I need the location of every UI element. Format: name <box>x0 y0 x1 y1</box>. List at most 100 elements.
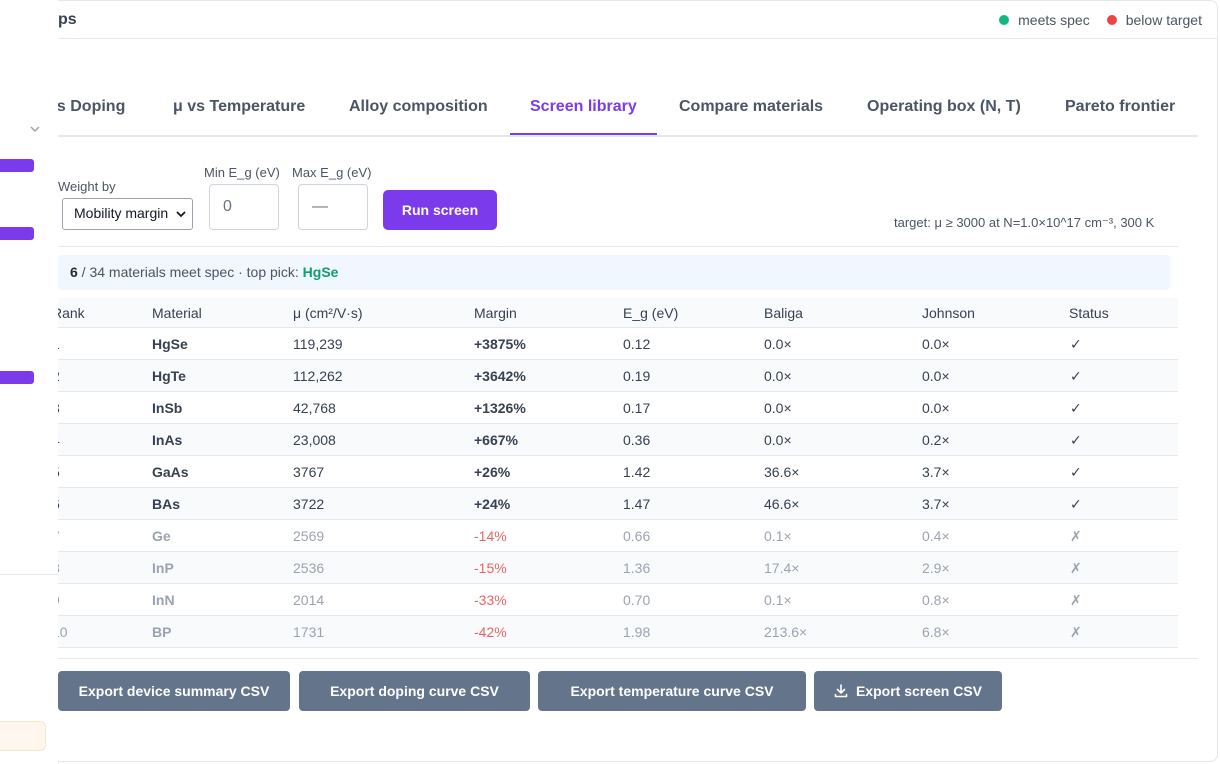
cell-material: InN <box>152 592 175 608</box>
col-baliga[interactable]: Baliga <box>764 305 803 321</box>
weight-by-label: Weight by <box>58 179 116 194</box>
app-header: ps meets spec below target <box>58 1 1217 39</box>
max-eg-label: Max E_g (eV) <box>292 165 372 180</box>
cell-baliga: 46.6× <box>764 496 800 512</box>
status-legend: meets spec below target <box>999 12 1202 28</box>
cell-johnson: 2.9× <box>922 560 950 576</box>
cell-rank: 5 <box>58 464 60 480</box>
cell-bandgap: 1.36 <box>623 560 651 576</box>
max-eg-input[interactable]: — <box>298 184 368 230</box>
col-bandgap[interactable]: E_g (eV) <box>623 305 679 321</box>
cell-johnson: 0.8× <box>922 592 950 608</box>
sidebar-slider-fill[interactable] <box>0 227 34 240</box>
cell-margin: -33% <box>474 592 507 608</box>
results-table-body: 1 HgSe 119,239 +3875% 0.12 0.0× 0.0× ✓ 2 HgTe 112,… <box>58 328 1178 648</box>
cell-margin: +3642% <box>474 368 526 384</box>
export-label: Export temperature curve CSV <box>570 683 774 699</box>
export-doping-curve-button[interactable]: Export doping curve CSV <box>299 671 530 711</box>
run-screen-button[interactable]: Run screen <box>383 190 497 230</box>
cell-margin: -14% <box>474 528 507 544</box>
cell-status: ✗ <box>1070 560 1082 576</box>
main-panel: ps meets spec below target vs Doping μ v… <box>58 0 1218 762</box>
cell-material: InSb <box>152 400 183 416</box>
table-row[interactable]: 9 InN 2014 -33% 0.70 0.1× 0.8× ✗ <box>58 584 1178 616</box>
tab-compare-materials[interactable]: Compare materials <box>679 98 824 115</box>
tab-mu-vs-temperature[interactable]: μ vs Temperature <box>173 98 306 115</box>
tab-operating-box[interactable]: Operating box (N, T) <box>867 98 1021 115</box>
summary-text: / 34 materials meet spec · top pick: <box>77 264 303 280</box>
cell-status: ✗ <box>1070 592 1082 608</box>
tab-screen-library[interactable]: Screen library <box>510 87 657 135</box>
col-rank[interactable]: Rank <box>58 305 85 321</box>
cell-margin: +24% <box>474 496 511 512</box>
tab-alloy-composition[interactable]: Alloy composition <box>349 98 488 115</box>
cell-bandgap: 0.19 <box>623 368 651 384</box>
min-eg-label: Min E_g (eV) <box>204 165 280 180</box>
sidebar-slider-fill[interactable] <box>0 371 34 384</box>
export-screen-button[interactable]: Export screen CSV <box>814 671 1002 711</box>
col-johnson[interactable]: Johnson <box>922 305 975 321</box>
cell-johnson: 0.0× <box>922 368 950 384</box>
export-label: Export device summary CSV <box>78 683 270 699</box>
cell-baliga: 36.6× <box>764 464 800 480</box>
cell-baliga: 0.0× <box>764 336 792 352</box>
table-row[interactable]: 1 HgSe 119,239 +3875% 0.12 0.0× 0.0× ✓ <box>58 328 1178 360</box>
table-row[interactable]: 10 BP 1731 -42% 1.98 213.6× 6.8× ✗ <box>58 616 1178 648</box>
download-icon <box>834 684 848 698</box>
weight-by-value: Mobility margin <box>74 205 169 221</box>
cell-mobility: 3767 <box>293 464 325 480</box>
export-device-summary-button[interactable]: Export device summary CSV <box>58 671 290 711</box>
col-mobility[interactable]: μ (cm²/V·s) <box>293 305 363 321</box>
green-dot-icon <box>999 15 1010 25</box>
table-row[interactable]: 6 BAs 3722 +24% 1.47 46.6× 3.7× ✓ <box>58 488 1178 520</box>
cell-johnson: 3.7× <box>922 464 950 480</box>
cell-margin: -15% <box>474 560 507 576</box>
export-label: Export screen CSV <box>855 683 983 699</box>
chevron-down-icon[interactable] <box>28 122 42 136</box>
col-margin[interactable]: Margin <box>474 305 517 321</box>
cell-margin: +26% <box>474 464 511 480</box>
sidebar-slider-fill[interactable] <box>0 159 34 172</box>
weight-by-select[interactable]: Mobility margin <box>62 198 193 230</box>
cell-mobility: 119,239 <box>293 336 343 352</box>
red-dot-icon <box>1106 15 1117 25</box>
tab-vs-doping[interactable]: vs Doping <box>58 98 126 115</box>
results-table-header: Rank Material μ (cm²/V·s) Margin E_g (eV… <box>58 298 1178 328</box>
cell-margin: -42% <box>474 624 507 640</box>
cell-rank: 3 <box>58 400 60 416</box>
export-temperature-curve-button[interactable]: Export temperature curve CSV <box>538 671 806 711</box>
cell-rank: 9 <box>58 592 60 608</box>
cell-material: GaAs <box>152 464 189 480</box>
table-row[interactable]: 4 InAs 23,008 +667% 0.36 0.0× 0.2× ✓ <box>58 424 1178 456</box>
sidebar-divider <box>0 574 58 575</box>
cell-status: ✓ <box>1070 464 1082 480</box>
table-row[interactable]: 5 GaAs 3767 +26% 1.42 36.6× 3.7× ✓ <box>58 456 1178 488</box>
cell-mobility: 42,768 <box>293 400 336 416</box>
cell-material: Ge <box>152 528 171 544</box>
cell-material: InAs <box>152 432 183 448</box>
legend-meets-spec: meets spec <box>999 12 1090 28</box>
min-eg-input[interactable]: 0 <box>209 184 279 230</box>
col-status[interactable]: Status <box>1069 305 1109 321</box>
cell-bandgap: 1.98 <box>623 624 651 640</box>
divider <box>58 246 1178 247</box>
legend-label: below target <box>1125 12 1202 28</box>
chevron-down-icon <box>176 211 186 218</box>
table-row[interactable]: 7 Ge 2569 -14% 0.66 0.1× 0.4× ✗ <box>58 520 1178 552</box>
cell-johnson: 0.0× <box>922 400 950 416</box>
table-row[interactable]: 3 InSb 42,768 +1326% 0.17 0.0× 0.0× ✓ <box>58 392 1178 424</box>
cell-baliga: 0.1× <box>764 592 792 608</box>
cell-rank: 4 <box>58 432 60 448</box>
cell-baliga: 17.4× <box>764 560 800 576</box>
cell-status: ✓ <box>1070 368 1082 384</box>
tab-pareto-frontier[interactable]: Pareto frontier <box>1065 98 1176 115</box>
table-row[interactable]: 8 InP 2536 -15% 1.36 17.4× 2.9× ✗ <box>58 552 1178 584</box>
cell-margin: +1326% <box>474 400 526 416</box>
app-title: ps <box>58 11 77 28</box>
col-material[interactable]: Material <box>152 305 202 321</box>
cell-margin: +3875% <box>474 336 526 352</box>
cell-rank: 2 <box>58 368 60 384</box>
cell-mobility: 112,262 <box>293 368 343 384</box>
screen-summary: 6 / 34 materials meet spec · top pick: H… <box>58 255 1170 290</box>
table-row[interactable]: 2 HgTe 112,262 +3642% 0.19 0.0× 0.0× ✓ <box>58 360 1178 392</box>
